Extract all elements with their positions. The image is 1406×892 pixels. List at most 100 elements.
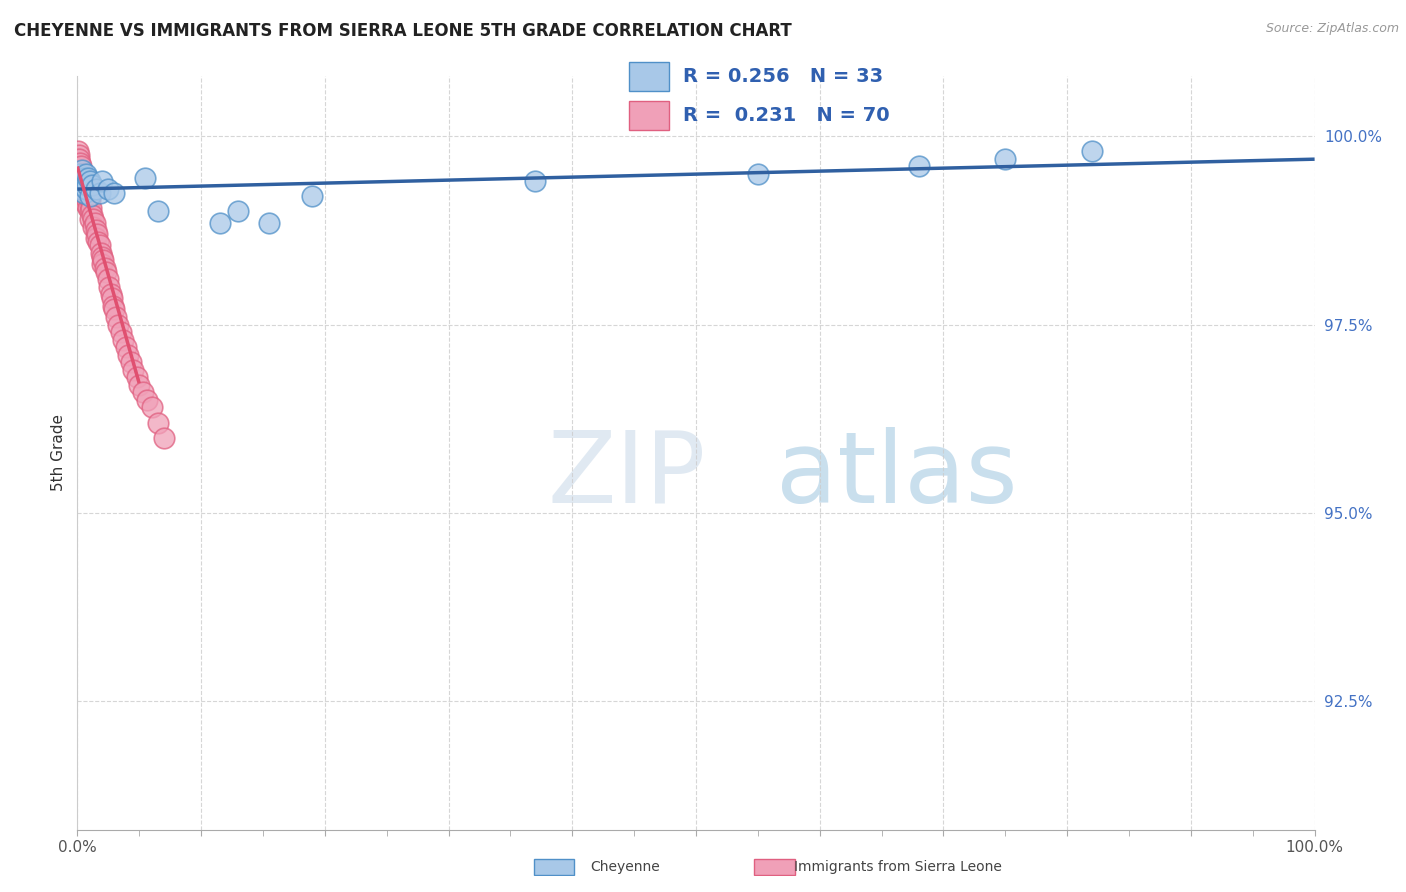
Point — [141, 401, 163, 415]
Point — [79, 204, 101, 219]
Point — [77, 170, 100, 185]
Point — [146, 416, 169, 430]
Point — [70, 170, 93, 185]
Point — [103, 186, 125, 200]
Point — [67, 148, 90, 162]
Point — [208, 216, 231, 230]
Point — [76, 178, 98, 193]
Point — [72, 170, 94, 185]
Point — [104, 310, 127, 324]
Point — [80, 201, 103, 215]
Point — [86, 227, 108, 241]
Point — [75, 189, 97, 203]
Point — [103, 299, 125, 313]
Point — [77, 189, 100, 203]
Point — [79, 193, 101, 207]
Point — [73, 174, 96, 188]
Point — [79, 212, 101, 227]
Point — [97, 272, 120, 286]
Point — [125, 370, 148, 384]
Point — [122, 363, 145, 377]
Point — [747, 167, 769, 181]
Point — [66, 152, 89, 166]
Point — [69, 182, 91, 196]
Point — [70, 189, 93, 203]
Point — [91, 257, 114, 271]
Point — [75, 197, 97, 211]
Point — [66, 144, 89, 158]
Point — [101, 291, 124, 305]
Point — [100, 287, 122, 301]
Y-axis label: 5th Grade: 5th Grade — [51, 414, 66, 491]
Point — [72, 167, 94, 181]
Point — [73, 186, 96, 200]
Point — [76, 193, 98, 207]
Point — [69, 170, 91, 185]
Point — [84, 231, 107, 245]
Bar — [630, 101, 669, 130]
Point — [110, 325, 132, 339]
Point — [82, 212, 104, 227]
Text: ZIP: ZIP — [547, 426, 706, 524]
Point — [67, 167, 90, 181]
Point — [112, 333, 135, 347]
Point — [79, 189, 101, 203]
Point — [70, 159, 93, 173]
Point — [69, 155, 91, 169]
Point — [82, 219, 104, 234]
Point — [76, 186, 98, 200]
Point — [994, 152, 1017, 166]
Point — [98, 280, 121, 294]
Point — [89, 186, 111, 200]
Point — [82, 208, 104, 222]
Text: Immigrants from Sierra Leone: Immigrants from Sierra Leone — [794, 860, 1002, 874]
Bar — [630, 62, 669, 91]
Point — [89, 238, 111, 252]
Point — [107, 318, 129, 332]
Point — [72, 163, 94, 178]
Point — [75, 167, 97, 181]
Point — [128, 377, 150, 392]
Point — [82, 178, 104, 193]
Point — [72, 189, 94, 203]
Point — [135, 392, 157, 407]
Point — [94, 265, 117, 279]
Point — [84, 223, 107, 237]
Point — [132, 385, 155, 400]
Point — [72, 178, 94, 193]
Point — [120, 355, 142, 369]
Point — [67, 167, 90, 181]
Point — [69, 174, 91, 188]
Point — [84, 182, 107, 196]
Point — [83, 216, 105, 230]
Point — [67, 159, 90, 173]
Point — [524, 174, 547, 188]
Point — [67, 174, 90, 188]
Point — [73, 174, 96, 188]
Point — [67, 152, 90, 166]
Point — [97, 182, 120, 196]
Point — [93, 260, 115, 275]
Point — [103, 302, 125, 317]
Point — [907, 159, 929, 173]
Text: R = 0.256   N = 33: R = 0.256 N = 33 — [683, 67, 883, 86]
Point — [226, 204, 249, 219]
Point — [114, 340, 136, 354]
Text: R =  0.231   N = 70: R = 0.231 N = 70 — [683, 106, 890, 125]
Point — [70, 176, 93, 190]
Point — [70, 178, 93, 193]
Point — [134, 170, 156, 185]
Point — [77, 201, 100, 215]
Point — [91, 253, 114, 268]
Point — [153, 431, 176, 445]
Point — [91, 250, 114, 264]
Text: Cheyenne: Cheyenne — [591, 860, 661, 874]
Point — [91, 174, 114, 188]
Point — [87, 235, 110, 249]
Point — [70, 182, 93, 196]
Point — [72, 170, 94, 185]
Text: CHEYENNE VS IMMIGRANTS FROM SIERRA LEONE 5TH GRADE CORRELATION CHART: CHEYENNE VS IMMIGRANTS FROM SIERRA LEONE… — [14, 22, 792, 40]
Point — [146, 204, 169, 219]
Point — [69, 167, 91, 181]
Point — [72, 186, 94, 200]
